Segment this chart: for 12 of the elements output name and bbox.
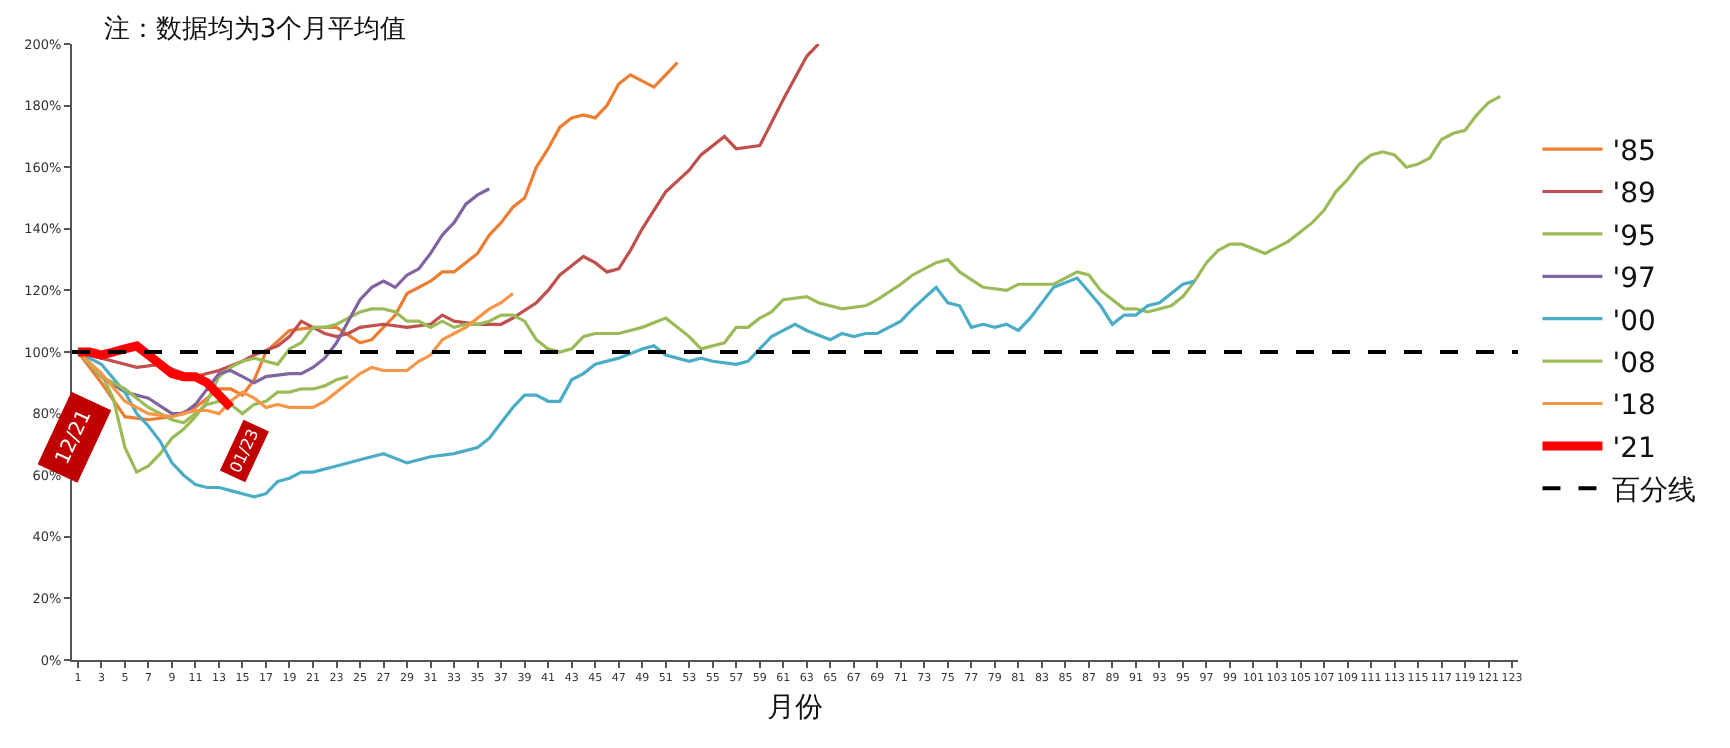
legend-label: '97	[1612, 263, 1656, 296]
legend-label: '08	[1612, 348, 1656, 381]
legend-label: '85	[1612, 136, 1656, 169]
legend-label: '21	[1612, 432, 1656, 465]
legend-label: '89	[1612, 178, 1656, 211]
legend-label: '18	[1612, 390, 1656, 423]
chart-title: 注：数据均为3个月平均值	[103, 14, 407, 45]
x-axis-title: 月份	[767, 691, 823, 724]
legend-label: '95	[1612, 220, 1656, 253]
annotation: 01/23	[226, 426, 263, 476]
legend-label: '00	[1612, 305, 1656, 338]
legend-label: 百分线	[1612, 475, 1697, 508]
